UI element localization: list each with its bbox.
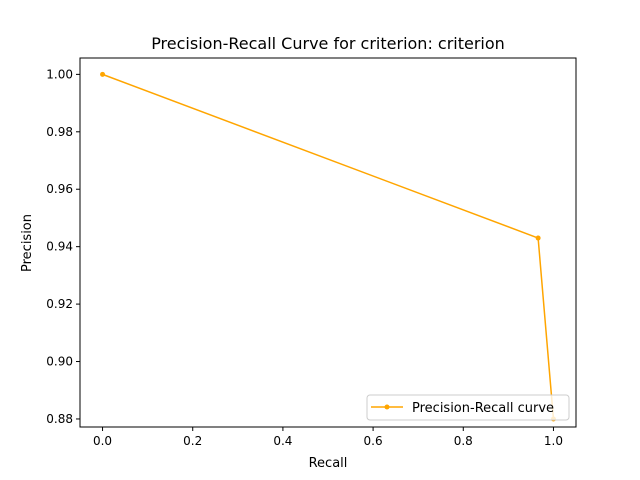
x-tick-label: 0.2 xyxy=(183,434,202,448)
x-tick-label: 0.8 xyxy=(454,434,473,448)
y-tick-label: 1.00 xyxy=(46,67,73,81)
legend: Precision-Recall curve xyxy=(366,394,570,421)
data-point xyxy=(100,71,106,77)
y-tick-label: 0.88 xyxy=(46,412,73,426)
y-tick-label: 0.90 xyxy=(46,355,73,369)
x-tick-label: 1.0 xyxy=(544,434,563,448)
y-tick-label: 0.92 xyxy=(46,297,73,311)
y-tick-label: 0.96 xyxy=(46,182,73,196)
x-tick-label: 0.4 xyxy=(273,434,292,448)
legend-marker-swatch xyxy=(384,404,390,410)
y-tick-label: 0.94 xyxy=(46,240,73,254)
x-axis-label: Recall xyxy=(309,456,348,471)
legend-box xyxy=(366,394,570,421)
y-axis-label: Precision xyxy=(20,214,35,272)
series-line xyxy=(102,73,555,420)
series-0 xyxy=(100,71,556,422)
x-tick-label: 0.0 xyxy=(93,434,112,448)
x-tick-label: 0.6 xyxy=(364,434,383,448)
legend-entry-label: Precision-Recall curve xyxy=(412,401,554,416)
chart-title: Precision-Recall Curve for criterion: cr… xyxy=(151,34,505,53)
y-tick-label: 0.98 xyxy=(46,125,73,139)
plot-frame xyxy=(79,57,577,428)
data-point xyxy=(535,235,541,241)
